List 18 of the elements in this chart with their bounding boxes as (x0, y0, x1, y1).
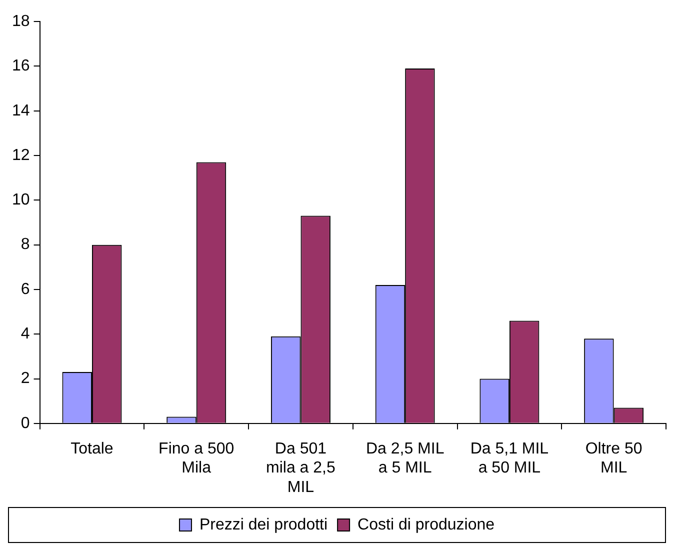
y-tick-label: 14 (12, 102, 30, 120)
y-tick-label: 6 (20, 280, 30, 298)
y-tick-label: 2 (20, 370, 30, 388)
y-tick-label: 18 (12, 13, 30, 30)
x-tick-label: Totale (70, 440, 114, 458)
y-tick-label: 0 (20, 414, 30, 432)
x-tick-label: Fino a 500 Mila (158, 440, 234, 477)
legend-label: Prezzi dei prodotti (199, 516, 328, 534)
x-tick-label: Oltre 50 MIL (585, 440, 642, 477)
y-tick-label: 16 (12, 58, 30, 75)
x-tick-label: Da 5,1 MIL a 50 MIL (470, 440, 549, 477)
x-tick-label: Da 501 mila a 2,5 MIL (266, 440, 336, 496)
y-tick-label: 4 (20, 326, 30, 343)
legend-label: Costi di produzione (358, 516, 495, 534)
x-tick-label: Da 2,5 MIL a 5 MIL (366, 440, 444, 477)
y-tick-label: 10 (12, 192, 30, 209)
y-tick-label: 12 (12, 146, 30, 164)
y-tick-label: 8 (20, 236, 30, 254)
